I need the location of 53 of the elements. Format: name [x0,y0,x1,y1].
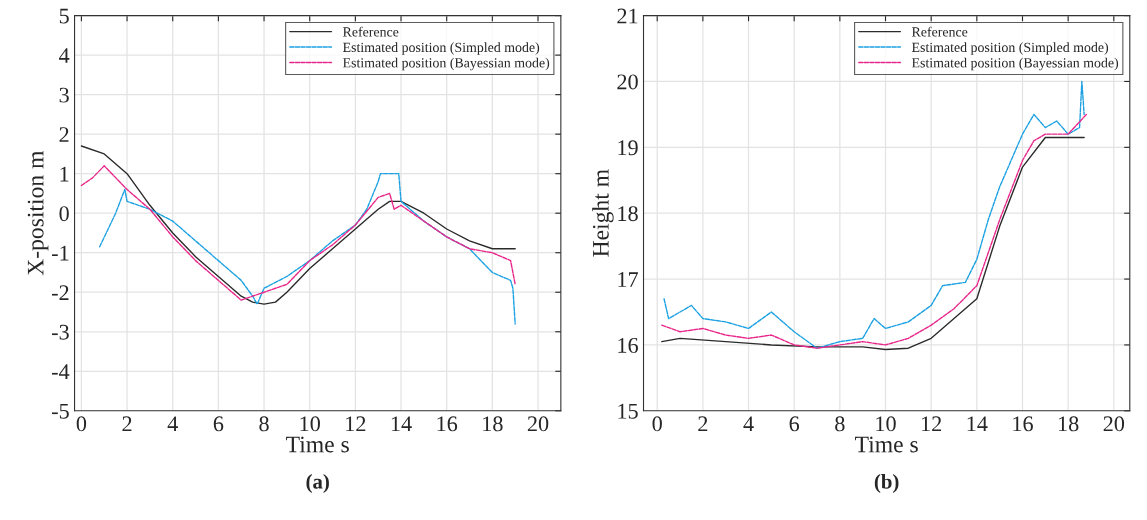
y-tick-label: -5 [52,403,69,419]
x-tick-label: 4 [167,416,178,432]
y-tick-label: 5 [59,8,69,24]
x-tick-label: 8 [259,416,269,432]
y-tick-label: -1 [52,245,69,261]
legend-label: Estimated position (Simpled mode) [342,42,540,55]
y-tick-label: -3 [52,324,69,340]
x-tick-label: 20 [1103,416,1125,432]
legend-label: Reference [342,26,399,37]
y-axis-title: Height m [592,169,614,257]
x-tick-label: 18 [483,416,503,432]
legend-label: Estimated position (Bayessian mode) [911,57,1119,71]
x-tick-label: 10 [876,416,896,432]
y-tick-label: 3 [59,87,69,103]
legend-label: Estimated position (Bayessian mode) [342,57,550,71]
y-tick-label: 17 [618,272,639,287]
line-series [98,172,516,325]
y-tick-label: 2 [59,127,69,142]
y-tick-label: 21 [617,8,638,24]
x-axis-title: Time s [855,436,918,453]
x-tick-label: 8 [835,416,845,432]
y-tick-label: -4 [52,364,70,379]
x-tick-label: 0 [76,416,87,432]
x-tick-label: 12 [922,416,942,432]
y-tick-label: 15 [618,403,638,419]
y-tick-label: 4 [59,48,70,63]
x-tick-label: 0 [652,416,662,432]
y-axis-title: X-position m [27,150,49,276]
legend-label: Reference [911,26,968,37]
y-tick-label: 1 [60,166,69,182]
x-tick-label: 6 [213,416,224,432]
y-tick-label: 0 [59,206,69,222]
x-tick-label: 20 [527,416,549,432]
x-tick-label: 14 [391,416,412,432]
x-tick-label: 2 [698,416,708,432]
x-tick-label: 6 [789,416,800,432]
y-tick-label: 18 [618,206,638,222]
y-tick-label: 20 [617,74,638,90]
legend-label: Estimated position (Simpled mode) [911,42,1109,55]
x-tick-label: 16 [1013,416,1033,432]
x-axis-title: Time s [286,436,349,453]
y-tick-label: 16 [618,337,638,353]
x-tick-label: 12 [346,416,366,432]
x-tick-label: 16 [437,416,458,432]
y-tick-label: -2 [52,285,69,300]
x-tick-label: 10 [300,416,320,432]
x-tick-label: 2 [122,416,132,432]
x-tick-label: 18 [1059,416,1079,432]
x-tick-label: 4 [743,416,754,432]
x-tick-label: 14 [967,416,988,432]
y-tick-label: 19 [618,140,638,156]
text: (a) [306,474,329,493]
text: (b) [874,474,899,493]
